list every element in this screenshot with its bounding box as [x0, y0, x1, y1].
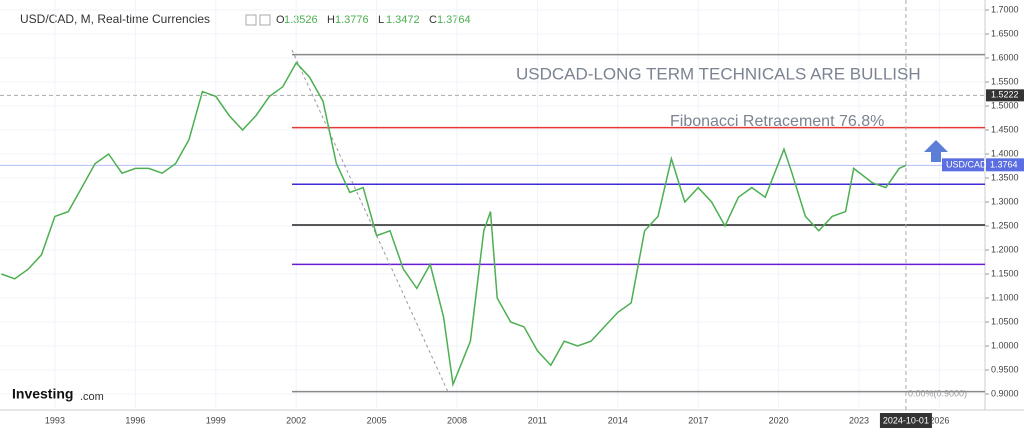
x-tick-label: 2014	[608, 415, 628, 425]
y-tick-label: 1.0000	[991, 340, 1019, 350]
y-tick-label: 1.6000	[991, 52, 1019, 62]
ohlc-key: H	[327, 14, 335, 26]
ohlc-value: 1.3472	[386, 14, 420, 26]
x-tick-label: 2026	[929, 415, 949, 425]
price-tag	[986, 158, 1024, 172]
ohlc-value: 1.3776	[335, 14, 369, 26]
x-tick-label: 2023	[849, 415, 869, 425]
logo: Investing	[12, 386, 73, 402]
y-tick-label: 1.1500	[991, 268, 1019, 278]
ohlc-key: C	[429, 14, 437, 26]
y-tick-label: 1.2500	[991, 220, 1019, 230]
x-tick-label: 1999	[206, 415, 226, 425]
y-tick-label: 0.9500	[991, 364, 1019, 374]
header: USD/CAD, M, Real-time Currencies O 1.3526 H…	[20, 12, 471, 26]
headline: USDCAD-LONG TERM TECHNICALS ARE BULLISH	[516, 64, 921, 83]
symbol-title: USD/CAD, M, Real-time Currencies	[20, 12, 210, 26]
x-tick-label: 2020	[769, 415, 789, 425]
date-tag	[879, 413, 932, 428]
trend-line	[291, 49, 449, 393]
logo-suffix: .com	[80, 391, 104, 403]
x-tick-label: 2002	[286, 415, 306, 425]
ohlc-value: 1.3526	[284, 14, 318, 26]
x-tick-label: 1993	[45, 415, 65, 425]
ohlc-key: L	[378, 14, 384, 26]
price-label: 1.3764	[990, 160, 1018, 170]
y-tick-label: 1.5500	[991, 76, 1019, 86]
y-tick-label: 1.3000	[991, 196, 1019, 206]
pair-label: USD/CAD	[946, 160, 987, 170]
y-tick-label: 1.1000	[991, 292, 1019, 302]
y-tick-label: 1.2000	[991, 244, 1019, 254]
y-tick-label: 1.0500	[991, 316, 1019, 326]
arrow-icon	[924, 140, 948, 162]
fib-label: Fibonacci Retracement 76.8%	[670, 113, 884, 130]
marker-label: 1.5222	[991, 90, 1019, 100]
header-icon	[245, 14, 257, 26]
price-line	[1, 61, 907, 388]
y-tick-label: 1.6500	[991, 28, 1019, 38]
y-tick-label: 1.7000	[991, 4, 1019, 14]
x-tick-label: 2017	[688, 415, 708, 425]
header-icon	[259, 14, 271, 26]
pair-tag	[942, 158, 984, 172]
y-tick-label: 1.4500	[991, 124, 1019, 134]
ohlc-key: O	[276, 14, 285, 26]
x-tick-label: 1996	[125, 415, 145, 425]
date-label: 2024-10-01	[883, 415, 929, 425]
y-tick-label: 1.3500	[991, 172, 1019, 182]
fib-zero-label: 0.00%(0.9000)	[908, 388, 967, 398]
x-tick-label: 2005	[367, 415, 387, 425]
y-tick-label: 1.5000	[991, 100, 1019, 110]
x-tick-label: 2011	[528, 415, 547, 425]
x-tick-label: 2008	[447, 415, 467, 425]
marker-tag	[986, 89, 1024, 102]
y-tick-label: 0.9000	[991, 388, 1019, 398]
y-tick-label: 1.4000	[991, 148, 1019, 158]
ohlc-value: 1.3764	[437, 14, 471, 26]
